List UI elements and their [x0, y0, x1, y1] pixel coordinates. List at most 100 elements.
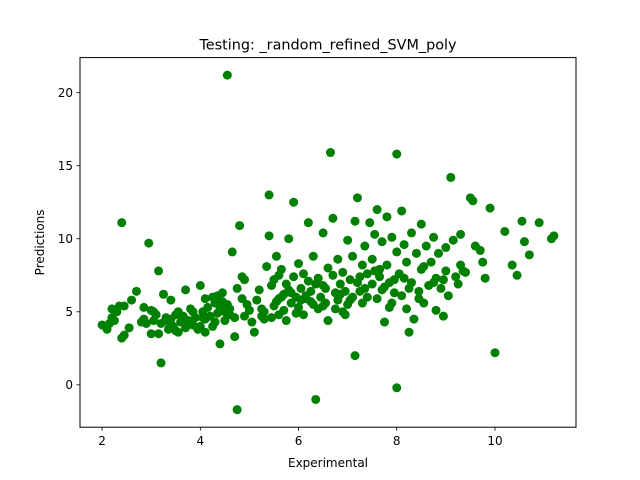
- data-point: [534, 218, 544, 228]
- data-point: [434, 248, 443, 258]
- data-point: [519, 237, 529, 247]
- data-point: [318, 228, 328, 238]
- data-point: [188, 307, 198, 317]
- x-tick-label: 8: [393, 434, 401, 448]
- data-point: [215, 339, 225, 349]
- data-point: [291, 308, 301, 318]
- data-point: [416, 219, 426, 229]
- data-point: [254, 285, 264, 295]
- data-point: [382, 212, 392, 222]
- data-point: [338, 267, 348, 277]
- data-point: [330, 304, 340, 314]
- data-point: [311, 394, 321, 404]
- data-point: [274, 270, 284, 280]
- data-point: [478, 257, 488, 267]
- data-point: [348, 251, 358, 261]
- data-point: [235, 221, 245, 231]
- data-point: [355, 272, 365, 282]
- data-point: [352, 193, 362, 203]
- plot-frame: [79, 57, 577, 428]
- data-point: [276, 292, 286, 302]
- data-point: [301, 291, 311, 301]
- data-point: [264, 190, 274, 200]
- data-point: [124, 323, 134, 333]
- data-point: [325, 148, 335, 158]
- data-point: [289, 272, 299, 282]
- data-point: [399, 273, 409, 283]
- data-point: [456, 229, 466, 239]
- data-point: [365, 218, 375, 228]
- data-point: [367, 254, 377, 264]
- data-point: [431, 305, 441, 315]
- data-point: [154, 266, 164, 276]
- data-point: [406, 228, 416, 238]
- data-point: [335, 279, 345, 289]
- data-point: [421, 241, 431, 251]
- data-point: [409, 314, 419, 324]
- data-point: [451, 272, 461, 282]
- data-point: [350, 216, 360, 226]
- data-point: [340, 310, 350, 320]
- data-point: [397, 206, 407, 216]
- y-tick-label: 0: [65, 378, 73, 392]
- data-point: [377, 237, 387, 247]
- data-point: [345, 275, 355, 285]
- x-tick-label: 4: [196, 434, 204, 448]
- data-point: [446, 172, 456, 182]
- data-point: [512, 270, 522, 280]
- x-tick-label: 2: [98, 434, 106, 448]
- data-point: [402, 257, 412, 267]
- data-point: [426, 257, 436, 267]
- data-point: [298, 310, 308, 320]
- data-point: [200, 294, 210, 304]
- data-point: [119, 330, 129, 340]
- data-point: [429, 278, 439, 288]
- data-point: [475, 245, 485, 255]
- data-point: [264, 231, 274, 241]
- data-point: [303, 276, 313, 286]
- x-axis: 2 4 6 8 10: [98, 427, 503, 448]
- data-point: [181, 323, 191, 333]
- data-point: [127, 295, 137, 305]
- data-point: [321, 283, 331, 293]
- data-point: [517, 216, 527, 226]
- data-point: [173, 327, 183, 337]
- data-point: [203, 302, 213, 312]
- data-point: [146, 305, 156, 315]
- data-point: [429, 232, 439, 242]
- data-point: [411, 248, 421, 258]
- data-point: [163, 317, 173, 327]
- data-point: [414, 294, 424, 304]
- data-point: [392, 149, 402, 159]
- data-point: [441, 243, 451, 253]
- data-point: [217, 297, 227, 307]
- data-point: [438, 311, 448, 321]
- data-point: [441, 266, 451, 276]
- y-axis: 0 5 10 15 20: [58, 86, 80, 392]
- y-tick-label: 10: [58, 232, 73, 246]
- data-point: [436, 283, 446, 293]
- data-point: [458, 266, 468, 276]
- data-point: [387, 232, 397, 242]
- data-point: [158, 289, 168, 299]
- data-point: [480, 273, 490, 283]
- data-point: [389, 275, 399, 285]
- data-point: [328, 270, 338, 280]
- x-tick-label: 6: [295, 434, 303, 448]
- data-point: [389, 288, 399, 298]
- data-point: [249, 327, 259, 337]
- data-point: [232, 405, 242, 415]
- data-point: [195, 281, 205, 290]
- x-tick-label: 10: [487, 434, 502, 448]
- data-point: [252, 295, 262, 305]
- data-point: [362, 269, 372, 279]
- data-point: [289, 197, 299, 207]
- data-point: [146, 329, 156, 339]
- data-point: [318, 301, 328, 311]
- data-point: [392, 383, 402, 393]
- data-point: [397, 291, 407, 301]
- data-point: [298, 269, 308, 279]
- data-point: [267, 313, 277, 323]
- data-point: [222, 70, 232, 80]
- y-tick-label: 5: [65, 305, 73, 319]
